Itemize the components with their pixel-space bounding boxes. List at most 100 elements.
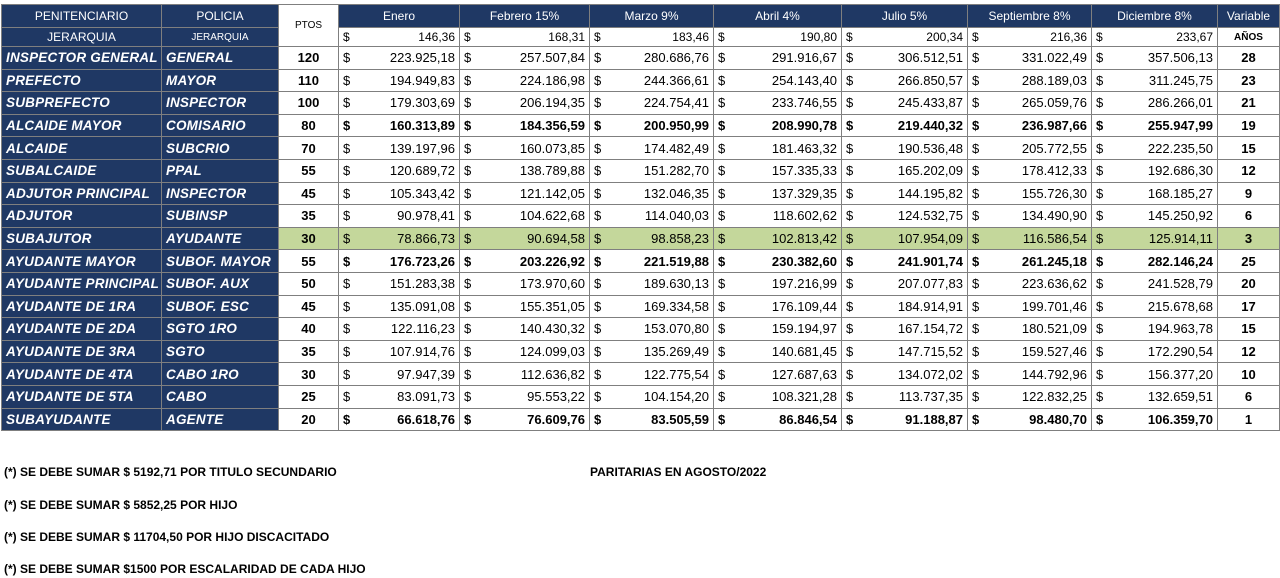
amount-cell: $174.482,49 — [589, 136, 714, 160]
amount: 219.440,32 — [897, 118, 963, 134]
amount-cell: $241.901,74 — [841, 249, 968, 273]
money: $121.142,05 — [464, 186, 585, 201]
currency-sign: $ — [718, 411, 726, 427]
amount-cell: $155.726,30 — [967, 181, 1092, 206]
amount: 233,67 — [1176, 30, 1213, 44]
amount-cell: $311.245,75 — [1091, 68, 1218, 93]
amount-cell: $168.185,27 — [1091, 181, 1218, 206]
currency-sign: $ — [972, 72, 980, 88]
amount: 86.846,54 — [779, 411, 837, 427]
amount: 160.313,89 — [389, 118, 455, 134]
money: $261.245,18 — [972, 254, 1087, 269]
amount: 205.772,55 — [1021, 140, 1087, 156]
money: $151.282,70 — [594, 163, 709, 178]
amount-cell: $245.433,87 — [841, 91, 968, 115]
currency-sign: $ — [464, 72, 472, 88]
currency-sign: $ — [343, 298, 351, 314]
amount: 223.636,62 — [1021, 276, 1087, 292]
currency-sign: $ — [718, 389, 726, 405]
amount-cell: $173.970,60 — [459, 271, 590, 296]
salary-table-wrap: PENITENCIARIO POLICIA PTOS Enero Febrero 15%… — [1, 4, 1280, 432]
money: $137.329,35 — [718, 186, 837, 201]
amount: 107.954,09 — [897, 231, 963, 247]
money: $179.303,69 — [343, 95, 455, 110]
currency-sign: $ — [594, 185, 602, 201]
money: $135.269,49 — [594, 344, 709, 359]
currency-sign: $ — [464, 344, 472, 360]
years: 9 — [1217, 181, 1280, 206]
amount: 127.687,63 — [771, 366, 837, 382]
rank-penitenciario: ADJUTOR — [1, 204, 162, 228]
rank-penitenciario: AYUDANTE DE 4TA — [1, 362, 162, 386]
month-header: Julio 5% — [841, 4, 968, 28]
amount: 194.949,83 — [389, 72, 455, 88]
currency-sign: $ — [718, 276, 726, 292]
amount: 132.659,51 — [1147, 389, 1213, 405]
money: $108.321,28 — [718, 389, 837, 404]
currency-sign: $ — [846, 208, 854, 224]
currency-sign: $ — [718, 366, 726, 382]
currency-sign: $ — [464, 298, 472, 314]
paritarias: PARITARIAS EN AGOSTO/2022 — [590, 465, 767, 479]
rank-penitenciario: AYUDANTE DE 5TA — [1, 384, 162, 409]
amount: 145.250,92 — [1147, 208, 1213, 224]
rank-penitenciario: AYUDANTE MAYOR — [1, 249, 162, 273]
currency-sign: $ — [343, 411, 351, 427]
money: $122.116,23 — [343, 321, 455, 336]
currency-sign: $ — [1096, 118, 1104, 134]
money: $144.792,96 — [972, 367, 1087, 382]
money: $86.846,54 — [718, 412, 837, 427]
currency-sign: $ — [972, 185, 980, 201]
money: $190.536,48 — [846, 141, 963, 156]
currency-sign: $ — [1096, 253, 1104, 269]
money: $83.091,73 — [343, 389, 455, 404]
amount-cell: $66.618,76 — [338, 407, 460, 432]
money: $118.602,62 — [718, 208, 837, 223]
amount: 222.235,50 — [1147, 140, 1213, 156]
data-row: ALCAIDE MAYOR COMISARIO 80 $160.313,89 $184.… — [1, 113, 1280, 138]
data-row: SUBAJUTOR AYUDANTE 30 $78.866,73 $90.694,58 $… — [1, 226, 1280, 251]
amount-cell: $266.850,57 — [841, 68, 968, 93]
amount-cell: $223.636,62 — [967, 271, 1092, 296]
currency-sign: $ — [972, 30, 979, 44]
money: $132.659,51 — [1096, 389, 1213, 404]
amount-cell: $219.440,32 — [841, 113, 968, 138]
years: 12 — [1217, 339, 1280, 364]
amount: 98.858,23 — [651, 231, 709, 247]
amount-cell: $221.519,88 — [589, 249, 714, 273]
amount: 190.536,48 — [897, 140, 963, 156]
money: $160.073,85 — [464, 141, 585, 156]
amount: 282.146,24 — [1147, 253, 1213, 269]
currency-sign: $ — [343, 185, 351, 201]
currency-sign: $ — [343, 344, 351, 360]
years: 1 — [1217, 407, 1280, 432]
amount: 124.532,75 — [897, 208, 963, 224]
amount-cell: $90.694,58 — [459, 226, 590, 251]
amount: 241.901,74 — [897, 253, 963, 269]
money: $174.482,49 — [594, 141, 709, 156]
rank-penitenciario: SUBPREFECTO — [1, 91, 162, 115]
amount: 172.290,54 — [1147, 344, 1213, 360]
amount: 98.480,70 — [1029, 411, 1087, 427]
money: $155.351,05 — [464, 299, 585, 314]
ptos: 40 — [278, 317, 339, 341]
amount: 76.609,76 — [527, 411, 585, 427]
money: $168.185,27 — [1096, 186, 1213, 201]
currency-sign: $ — [846, 163, 854, 179]
rank-policia: AYUDANTE — [161, 226, 279, 251]
month-value: $190,80 — [713, 27, 842, 47]
data-row: AYUDANTE DE 3RA SGTO 35 $107.914,76 $124.099… — [1, 339, 1280, 364]
money: $265.059,76 — [972, 95, 1087, 110]
amount-cell: $236.987,66 — [967, 113, 1092, 138]
amount: 200.950,99 — [643, 118, 709, 134]
amount-cell: $178.412,33 — [967, 158, 1092, 183]
money: $151.283,38 — [343, 276, 455, 291]
money: $184.356,59 — [464, 118, 585, 133]
currency-sign: $ — [343, 276, 351, 292]
money: $114.040,03 — [594, 208, 709, 223]
rank-policia: CABO 1RO — [161, 362, 279, 386]
amount: 230.382,60 — [771, 253, 837, 269]
currency-sign: $ — [846, 298, 854, 314]
amount: 97.947,39 — [397, 366, 455, 382]
currency-sign: $ — [594, 253, 602, 269]
